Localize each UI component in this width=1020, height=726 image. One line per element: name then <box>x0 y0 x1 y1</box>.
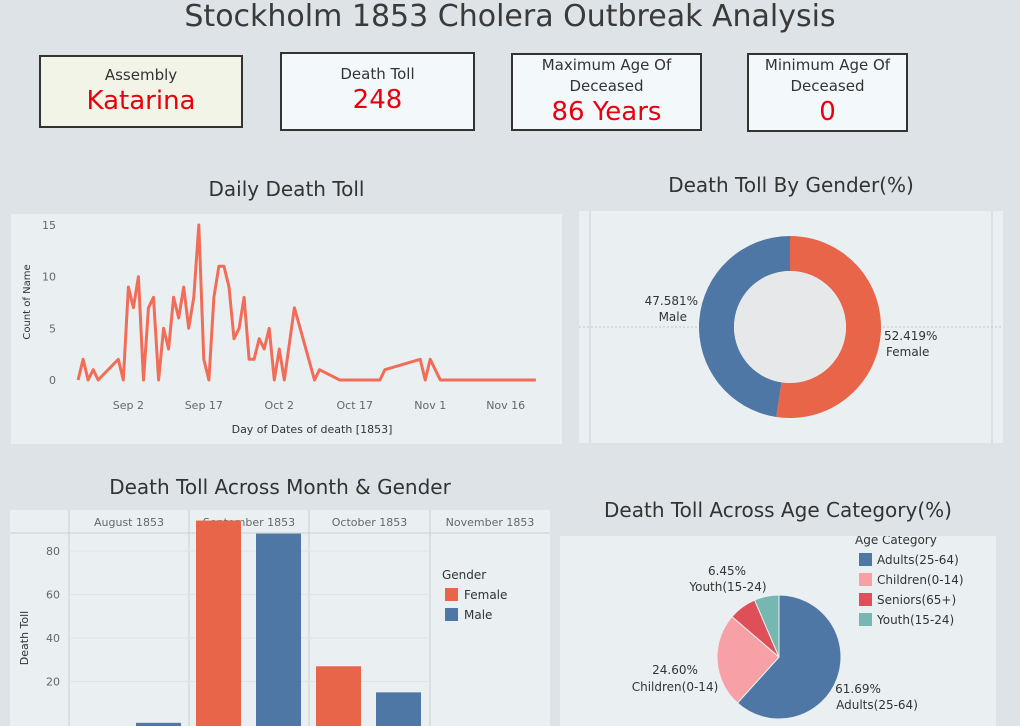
month-gender-bar-chart[interactable]: August 1853 September 1853 October 1853 Nov… <box>10 510 550 726</box>
legend-label: Youth(15-24) <box>876 613 954 627</box>
y-tick-label: 15 <box>42 219 56 232</box>
pie-slice <box>753 594 780 658</box>
kpi-death-toll-value: 248 <box>352 85 403 115</box>
youth-label: Youth(15-24) <box>688 580 766 594</box>
pie-slice <box>716 615 780 704</box>
pie-slice <box>736 594 842 720</box>
gender-donut-title: Death Toll By Gender(%) <box>668 173 914 197</box>
adults-pct-label: 61.69% <box>835 682 881 696</box>
legend-label-male: Male <box>464 608 492 622</box>
y-tick-label: 40 <box>46 632 60 645</box>
female-label: Female <box>886 345 929 359</box>
legend-swatch-female <box>445 588 458 601</box>
x-tick-label: Nov 1 <box>414 399 446 412</box>
legend-label: Children(0-14) <box>877 573 964 587</box>
kpi-min-age-label: Minimum Age Of Deceased <box>764 56 891 95</box>
death-toll-line <box>76 223 536 382</box>
x-tick-label: Sep 2 <box>113 399 144 412</box>
youth-pct-label: 6.45% <box>708 564 746 578</box>
y-tick-label: 0 <box>49 374 56 387</box>
age-category-pie-chart[interactable]: 61.69% Adults(25-64) 24.60% Children(0-14) 6… <box>560 536 996 726</box>
month-header: November 1853 <box>446 516 535 529</box>
kpi-min-age[interactable]: Minimum Age Of Deceased 0 <box>747 53 908 132</box>
adults-label: Adults(25-64) <box>836 698 918 712</box>
donut-hole <box>734 271 846 383</box>
x-tick-label: Oct 17 <box>337 399 374 412</box>
bar-female <box>316 666 361 726</box>
x-axis-label: Day of Dates of death [1853] <box>232 423 393 436</box>
y-axis-label: Count of Name <box>22 264 33 339</box>
x-tick-label: Nov 16 <box>486 399 525 412</box>
gender-donut-chart[interactable]: 52.419% Female 47.581% Male <box>579 211 1003 443</box>
kpi-assembly-label: Assembly <box>104 66 178 84</box>
kpi-max-age-value: 86 Years <box>551 97 662 127</box>
kpi-min-age-value: 0 <box>819 97 836 127</box>
children-pct-label: 24.60% <box>652 663 698 677</box>
daily-death-toll-title: Daily Death Toll <box>208 177 365 201</box>
kpi-assembly-value: Katarina <box>86 86 196 116</box>
legend-label: Adults(25-64) <box>877 553 959 567</box>
month-header: October 1853 <box>332 516 408 529</box>
y-tick-label: 60 <box>46 589 60 602</box>
daily-death-toll-chart[interactable]: 0 5 10 15 Sep 2 Sep 17 Oct 2 Oct 17 Nov 1 Nov 16 D… <box>11 214 562 444</box>
legend-title: Gender <box>442 568 486 582</box>
female-pct-label: 52.419% <box>884 329 937 343</box>
kpi-death-toll[interactable]: Death Toll 248 <box>280 52 475 131</box>
y-tick-label: 10 <box>42 271 56 284</box>
children-label: Children(0-14) <box>632 680 719 694</box>
month-gender-bar-title: Death Toll Across Month & Gender <box>109 475 451 499</box>
legend-label: Seniors(65+) <box>877 593 956 607</box>
dashboard-title: Stockholm 1853 Cholera Outbreak Analysis <box>184 0 836 34</box>
kpi-max-age[interactable]: Maximum Age Of Deceased 86 Years <box>511 53 702 131</box>
kpi-death-toll-label: Death Toll <box>340 65 415 83</box>
kpi-max-age-label: Maximum Age Of Deceased <box>541 56 672 95</box>
x-tick-label: Oct 2 <box>265 399 295 412</box>
y-axis-label: Death Toll <box>18 611 31 665</box>
donut-slice-female <box>776 236 881 418</box>
y-tick-label: 20 <box>46 676 60 689</box>
y-tick-label: 5 <box>49 322 56 335</box>
legend-swatch <box>859 613 872 626</box>
legend-swatch <box>859 553 872 566</box>
legend-title: Age Category <box>855 536 937 547</box>
x-tick-label: Sep 17 <box>185 399 223 412</box>
legend-swatch-male <box>445 608 458 621</box>
legend-swatch <box>859 593 872 606</box>
legend-label-female: Female <box>464 588 507 602</box>
bar-female <box>196 520 241 726</box>
male-label: Male <box>659 310 687 324</box>
bar-male <box>136 722 181 726</box>
male-pct-label: 47.581% <box>645 294 698 308</box>
bar-male <box>376 692 421 726</box>
donut-slice-male <box>698 236 790 417</box>
y-tick-label: 80 <box>46 545 60 558</box>
age-pie-title: Death Toll Across Age Category(%) <box>604 498 952 522</box>
kpi-assembly[interactable]: Assembly Katarina <box>39 55 243 128</box>
legend-swatch <box>859 573 872 586</box>
bar-male <box>256 533 301 726</box>
month-header: August 1853 <box>94 516 164 529</box>
